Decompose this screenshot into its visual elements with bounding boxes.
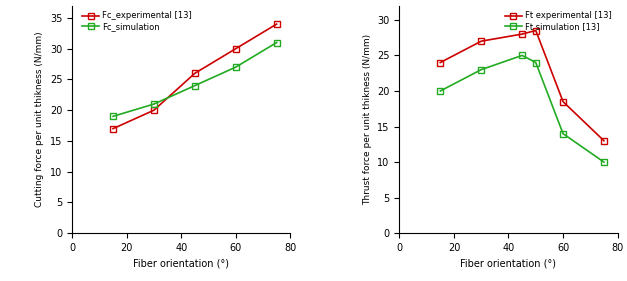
X-axis label: Fiber orientation (°): Fiber orientation (°) xyxy=(460,259,557,269)
Y-axis label: Cutting force per unit thikness (N/mm): Cutting force per unit thikness (N/mm) xyxy=(35,32,45,207)
Ft simulation [13] xyxy=(436,89,444,93)
Ft experimental [13] xyxy=(600,139,608,142)
Fc_simulation xyxy=(109,115,117,118)
Fc_simulation xyxy=(232,65,240,69)
Fc_simulation xyxy=(191,84,199,87)
Fc_simulation xyxy=(273,41,280,44)
Line: Fc_experimental [13]: Fc_experimental [13] xyxy=(110,21,280,132)
Ft experimental [13] xyxy=(532,29,540,32)
Fc_experimental [13] xyxy=(232,47,240,50)
Fc_experimental [13] xyxy=(109,127,117,130)
Ft simulation [13] xyxy=(532,61,540,64)
Ft simulation [13] xyxy=(600,160,608,164)
Ft experimental [13] xyxy=(519,32,526,36)
Fc_simulation xyxy=(150,102,157,106)
Ft simulation [13] xyxy=(478,68,485,71)
Legend: Fc_experimental [13], Fc_simulation: Fc_experimental [13], Fc_simulation xyxy=(81,10,194,33)
Ft experimental [13] xyxy=(559,100,567,103)
Fc_experimental [13] xyxy=(191,72,199,75)
Ft simulation [13] xyxy=(559,132,567,135)
Line: Fc_simulation: Fc_simulation xyxy=(110,40,280,119)
Legend: Ft experimental [13], Ft simulation [13]: Ft experimental [13], Ft simulation [13] xyxy=(503,10,613,33)
Fc_experimental [13] xyxy=(273,22,280,26)
Y-axis label: Thrust force per unit thikness (N/mm): Thrust force per unit thikness (N/mm) xyxy=(362,34,372,205)
Fc_experimental [13] xyxy=(150,108,157,112)
Line: Ft experimental [13]: Ft experimental [13] xyxy=(438,28,607,144)
Ft experimental [13] xyxy=(436,61,444,64)
Line: Ft simulation [13]: Ft simulation [13] xyxy=(438,53,607,165)
Ft simulation [13] xyxy=(519,54,526,57)
X-axis label: Fiber orientation (°): Fiber orientation (°) xyxy=(133,259,229,269)
Ft experimental [13] xyxy=(478,40,485,43)
